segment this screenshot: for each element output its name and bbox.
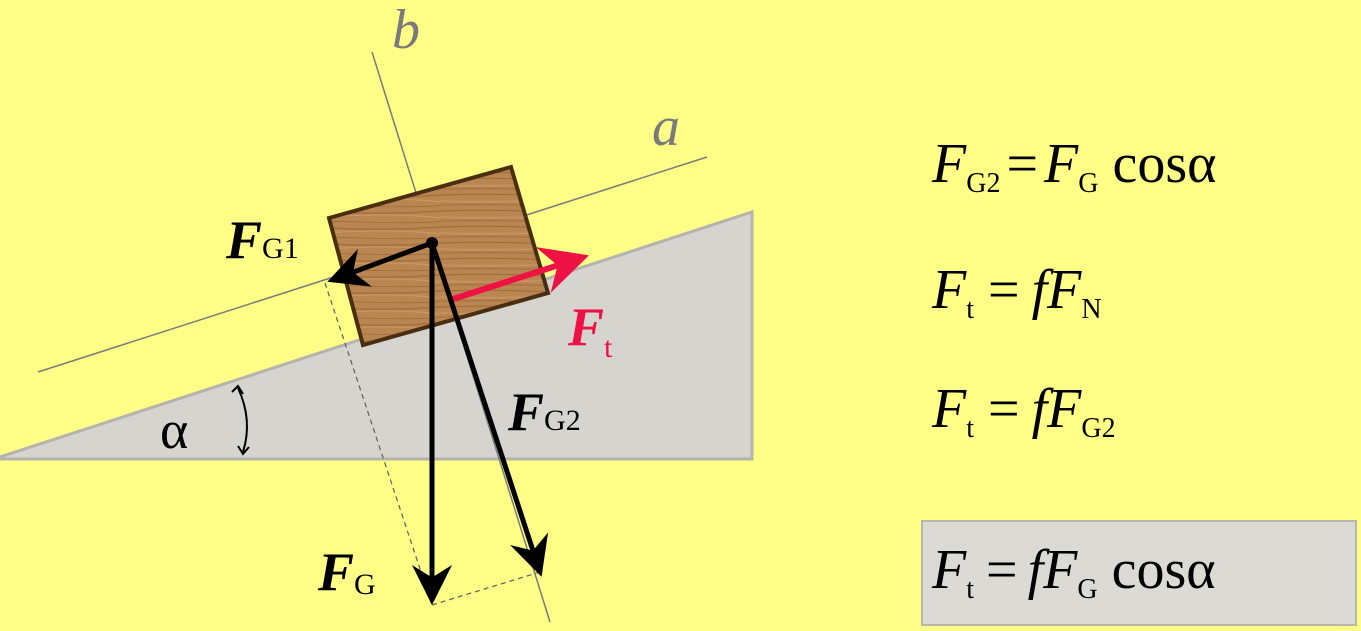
- parallel-component-arrow: [327, 240, 433, 287]
- force-label-fg: FG: [317, 542, 376, 602]
- equation-result: Ft = fFG cosα: [931, 539, 1216, 605]
- angle-label: α: [160, 400, 188, 460]
- equation-ft-fn: Ft = fFN: [931, 259, 1102, 325]
- axis-a-label: a: [652, 96, 680, 158]
- force-label-fg2: FG2: [507, 382, 581, 442]
- friction-force-arrow: [449, 247, 589, 303]
- force-label-ft: Ft: [567, 297, 613, 364]
- angle-arc: [237, 387, 248, 453]
- angle-arc-arrowhead: [231, 384, 244, 395]
- center-of-mass-dot: [426, 237, 438, 249]
- result-box: [921, 520, 1357, 626]
- force-label-fg1: FG1: [225, 210, 299, 270]
- dashed-projection-line: [431, 571, 541, 606]
- dashed-projection-line: [324, 282, 433, 606]
- equation-ft-fg2: Ft = fFG2: [931, 378, 1116, 444]
- angle-arc-arrowhead: [237, 445, 250, 456]
- equation-fg2: FG2 = FG cosα: [931, 133, 1217, 199]
- axis-b-label: b: [392, 0, 420, 61]
- normal-component-arrow: [429, 242, 549, 577]
